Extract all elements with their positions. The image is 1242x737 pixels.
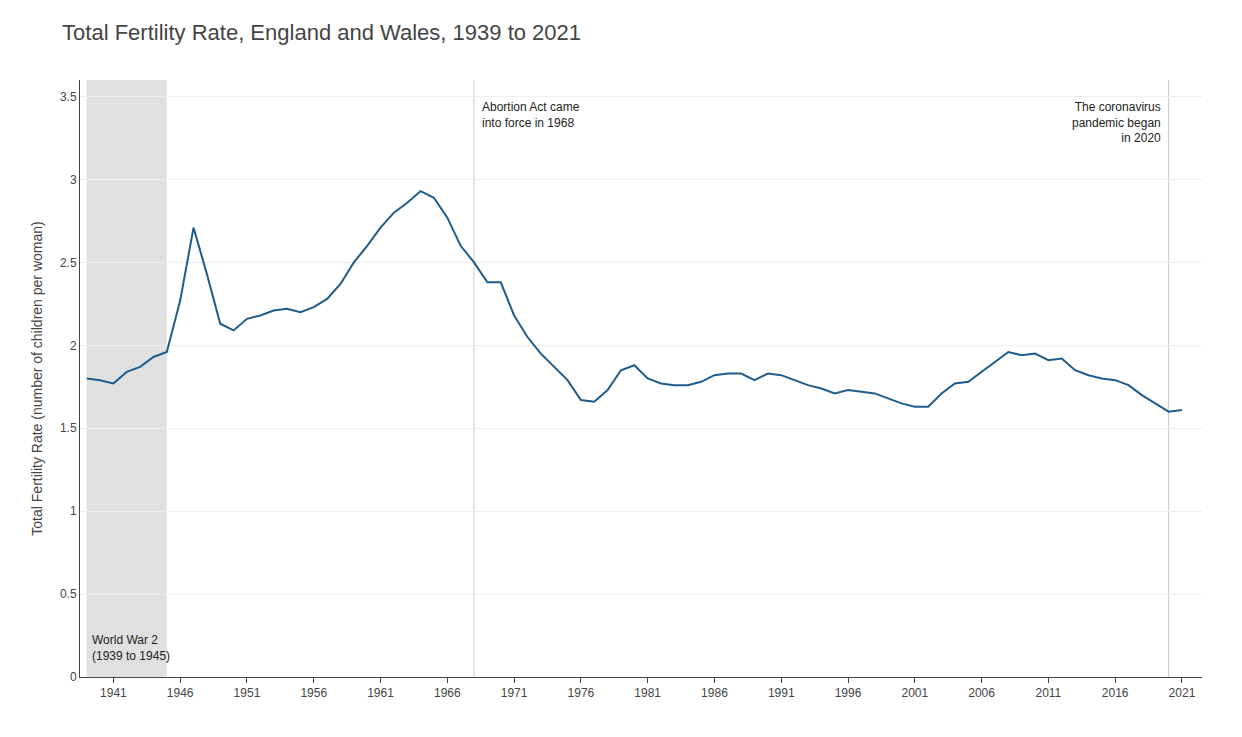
svg-text:1986: 1986 — [701, 686, 728, 700]
svg-text:2001: 2001 — [901, 686, 928, 700]
svg-text:2: 2 — [70, 339, 77, 353]
svg-text:3: 3 — [70, 173, 77, 187]
svg-text:1951: 1951 — [234, 686, 261, 700]
svg-text:0: 0 — [70, 670, 77, 684]
svg-text:World War 2(1939 to 1945): World War 2(1939 to 1945) — [92, 633, 170, 663]
svg-text:1961: 1961 — [367, 686, 394, 700]
svg-text:1966: 1966 — [434, 686, 461, 700]
svg-text:2006: 2006 — [968, 686, 995, 700]
svg-text:1981: 1981 — [634, 686, 661, 700]
svg-text:1996: 1996 — [835, 686, 862, 700]
svg-text:1946: 1946 — [167, 686, 194, 700]
svg-text:2016: 2016 — [1102, 686, 1129, 700]
svg-text:2021: 2021 — [1169, 686, 1196, 700]
svg-text:0.5: 0.5 — [60, 587, 77, 601]
svg-text:1941: 1941 — [100, 686, 127, 700]
svg-text:The coronaviruspandemic begani: The coronaviruspandemic beganin 2020 — [1072, 100, 1161, 145]
svg-text:1956: 1956 — [300, 686, 327, 700]
svg-text:2011: 2011 — [1035, 686, 1061, 700]
svg-text:2.5: 2.5 — [60, 256, 77, 270]
svg-text:1: 1 — [70, 504, 77, 518]
svg-text:1976: 1976 — [568, 686, 595, 700]
svg-text:3.5: 3.5 — [60, 90, 77, 104]
svg-text:Total Fertility Rate, England: Total Fertility Rate, England and Wales,… — [62, 20, 581, 45]
svg-text:1.5: 1.5 — [60, 421, 77, 435]
svg-text:1971: 1971 — [501, 686, 528, 700]
svg-text:Total Fertility Rate (number o: Total Fertility Rate (number of children… — [29, 221, 45, 535]
svg-text:Abortion Act cameinto force in: Abortion Act cameinto force in 1968 — [482, 100, 580, 130]
svg-text:1991: 1991 — [768, 686, 795, 700]
